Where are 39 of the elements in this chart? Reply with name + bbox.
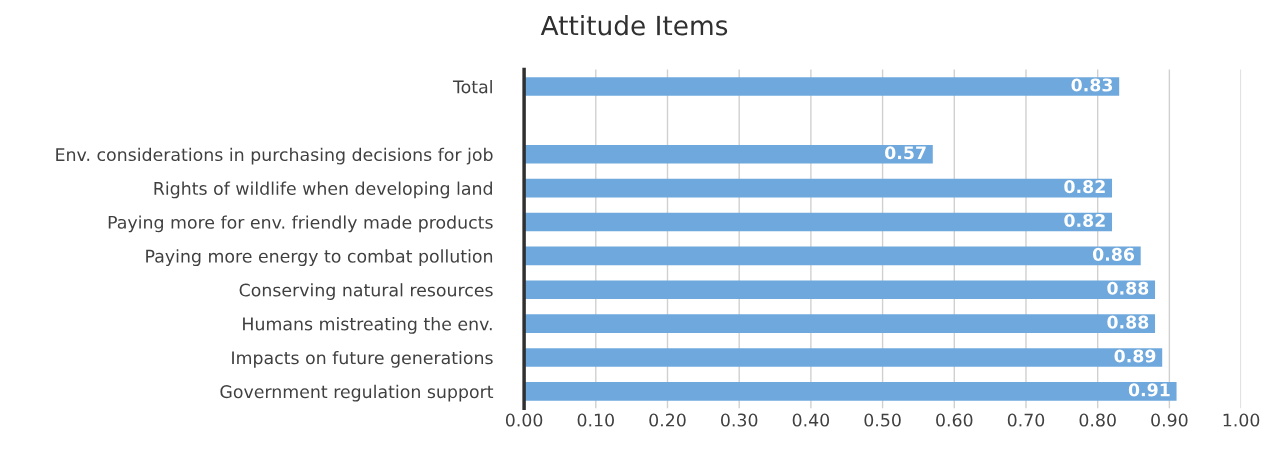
x-tick-label: 0.10 <box>577 413 614 427</box>
y-tick-label: Impacts on future generations <box>232 350 493 368</box>
bar <box>524 246 1141 266</box>
x-tick-label: 1.00 <box>1223 413 1260 427</box>
y-tick-label: Conserving natural resources <box>239 283 493 300</box>
data-label: 0.89 <box>1114 349 1156 363</box>
bar <box>524 280 1156 300</box>
x-tick-label: 0.50 <box>864 413 901 427</box>
y-tick-label: Humans mistreating the env. <box>243 317 492 334</box>
bar <box>524 77 1120 96</box>
data-label: 0.88 <box>1107 281 1149 295</box>
data-label: 0.82 <box>1064 180 1105 194</box>
data-label: 0.86 <box>1092 247 1135 261</box>
y-tick-label: Government regulation support <box>220 384 494 402</box>
x-tick-label: 0.00 <box>505 413 543 427</box>
x-tick-label: 0.30 <box>721 413 758 427</box>
bar <box>524 382 1177 401</box>
data-label: 0.82 <box>1064 213 1105 228</box>
data-label: 0.88 <box>1107 315 1149 329</box>
y-tick-label: Total <box>452 79 492 94</box>
data-label: 0.91 <box>1128 383 1170 397</box>
bar <box>524 348 1163 367</box>
y-tick-label: Env. considerations in purchasing decisions for job <box>56 147 493 165</box>
y-tick-label: Paying more energy to combat pollution <box>146 249 493 267</box>
bar <box>524 314 1156 333</box>
x-tick-label: 0.80 <box>1079 413 1116 427</box>
data-label: 0.57 <box>885 146 926 160</box>
data-label: 0.83 <box>1071 78 1113 92</box>
bar <box>524 212 1113 232</box>
x-tick-label: 0.70 <box>1007 413 1045 427</box>
y-tick-label: Rights of wildlife when developing land <box>154 181 492 199</box>
bar <box>524 178 1113 198</box>
bar <box>524 144 933 164</box>
x-tick-label: 0.40 <box>792 413 830 427</box>
x-tick-label: 0.20 <box>649 413 686 427</box>
x-tick-label: 0.90 <box>1151 413 1188 427</box>
y-tick-label: Paying more for env. friendly made products <box>108 215 493 233</box>
x-tick-label: 0.60 <box>936 413 973 427</box>
chart-title: Attitude Items <box>540 15 728 36</box>
